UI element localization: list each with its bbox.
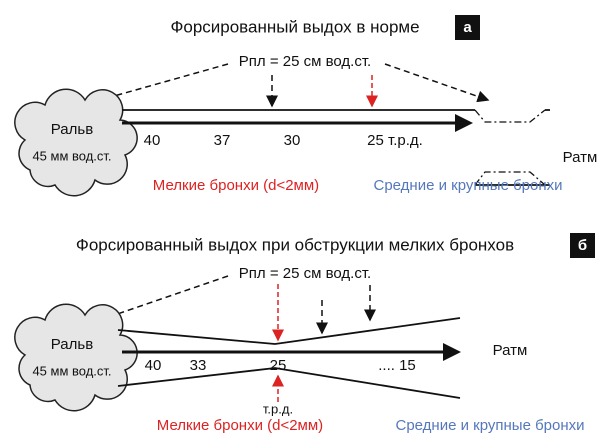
airway-wall bbox=[475, 109, 550, 186]
badge-box bbox=[455, 15, 480, 40]
pressure: 30 bbox=[284, 132, 301, 149]
alveolus bbox=[14, 88, 138, 197]
panel-title: Форсированный выдох в норме bbox=[170, 17, 419, 36]
alveolus-pressure: 45 мм вод.ст. bbox=[32, 363, 111, 378]
panel-b: Форсированный выдох при обструкции мелки… bbox=[14, 233, 595, 434]
pressure: 25 т.р.д. bbox=[367, 132, 423, 149]
alveolus-pressure: 45 мм вод.ст. bbox=[32, 148, 111, 163]
pressure: .... 15 bbox=[378, 357, 416, 374]
panel-title: Форсированный выдох при обструкции мелки… bbox=[76, 235, 514, 254]
pleural-pressure: Рпл = 25 см вод.ст. bbox=[239, 53, 371, 70]
arrow bbox=[98, 275, 229, 323]
pressure: 33 bbox=[190, 357, 207, 374]
small-bronchi: Мелкие бронхи (d<2мм) bbox=[157, 417, 323, 434]
atm-pressure: Ратм bbox=[493, 342, 528, 359]
arrow bbox=[98, 63, 229, 103]
equal-pressure-point: т.р.д. bbox=[263, 401, 293, 416]
pressure: 40 bbox=[145, 357, 162, 374]
arrow bbox=[384, 63, 490, 103]
pressure: 25 bbox=[270, 357, 287, 374]
alveolus-label: Ральв bbox=[51, 336, 93, 353]
airway-wall bbox=[117, 317, 461, 399]
large-bronchi: Средние и крупные бронхи bbox=[395, 417, 584, 434]
badge: а bbox=[463, 19, 472, 36]
atm-pressure: Ратм bbox=[563, 149, 598, 166]
pressure: 40 bbox=[144, 132, 161, 149]
airway-collapse bbox=[474, 109, 546, 186]
alveolus-group bbox=[14, 303, 138, 412]
small-bronchi: Мелкие бронхи (d<2мм) bbox=[153, 177, 319, 194]
alveolus bbox=[14, 303, 138, 412]
badge-box bbox=[570, 233, 595, 258]
pressure: 37 bbox=[214, 132, 231, 149]
alveolus-label: Ральв bbox=[51, 121, 93, 138]
pleural-pressure: Рпл = 25 см вод.ст. bbox=[239, 265, 371, 282]
badge: б bbox=[578, 237, 587, 254]
large-bronchi: Средние и крупные бронхи bbox=[373, 177, 562, 194]
panel-a: Форсированный выдох в норме а Рпл = 25 с… bbox=[14, 15, 598, 197]
